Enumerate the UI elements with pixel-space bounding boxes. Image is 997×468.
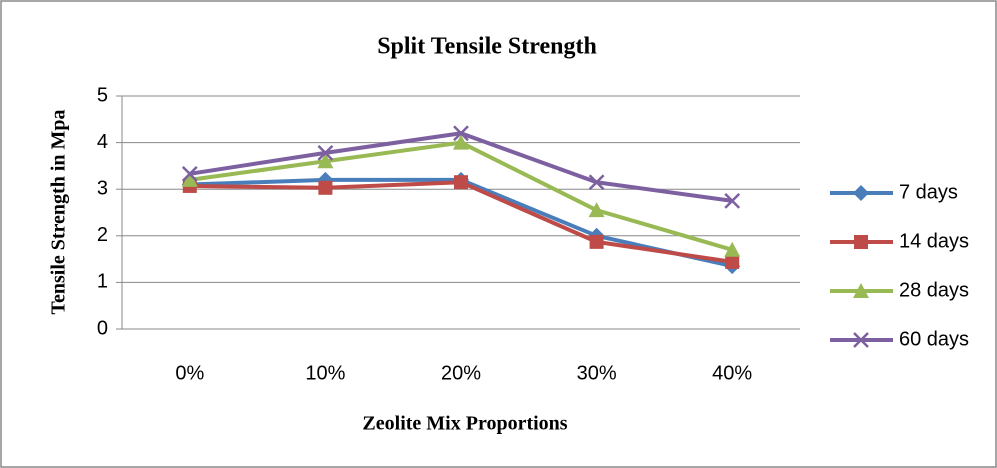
legend-label: 28 days	[899, 279, 969, 301]
y-tick-label: 2	[97, 224, 108, 246]
x-axis-label: Zeolite Mix Proportions	[362, 413, 567, 435]
data-point	[181, 171, 198, 187]
data-point	[453, 125, 469, 142]
x-tick-label: 40%	[712, 362, 752, 384]
data-point	[454, 175, 468, 190]
y-tick-label: 1	[97, 271, 108, 293]
y-tick-label: 4	[97, 131, 108, 153]
data-point	[588, 202, 605, 218]
x-tick-label: 30%	[577, 362, 617, 384]
data-point	[724, 192, 741, 209]
y-tick-label: 3	[97, 177, 108, 199]
legend-marker	[853, 283, 869, 298]
chart-title: Split Tensile Strength	[377, 34, 597, 60]
legend-marker	[853, 185, 869, 201]
data-point	[318, 180, 333, 195]
data-point	[588, 174, 605, 191]
legend-marker	[853, 332, 869, 348]
data-point	[317, 144, 334, 161]
data-point	[724, 241, 741, 257]
legend-marker	[854, 235, 868, 249]
data-point	[453, 134, 469, 150]
data-point	[725, 254, 740, 269]
data-point	[317, 153, 334, 169]
y-tick-label: 5	[97, 84, 108, 106]
legend-label: 7 days	[899, 181, 958, 203]
x-tick-label: 10%	[305, 362, 345, 384]
legend-label: 14 days	[899, 230, 969, 252]
y-tick-label: 0	[97, 317, 108, 339]
legend-label: 60 days	[899, 328, 969, 350]
data-point	[181, 165, 198, 182]
data-point	[589, 234, 604, 249]
x-tick-label: 20%	[441, 362, 481, 384]
y-axis-label: Tensile Strength in Mpa	[48, 109, 70, 314]
x-tick-label: 0%	[175, 362, 204, 384]
